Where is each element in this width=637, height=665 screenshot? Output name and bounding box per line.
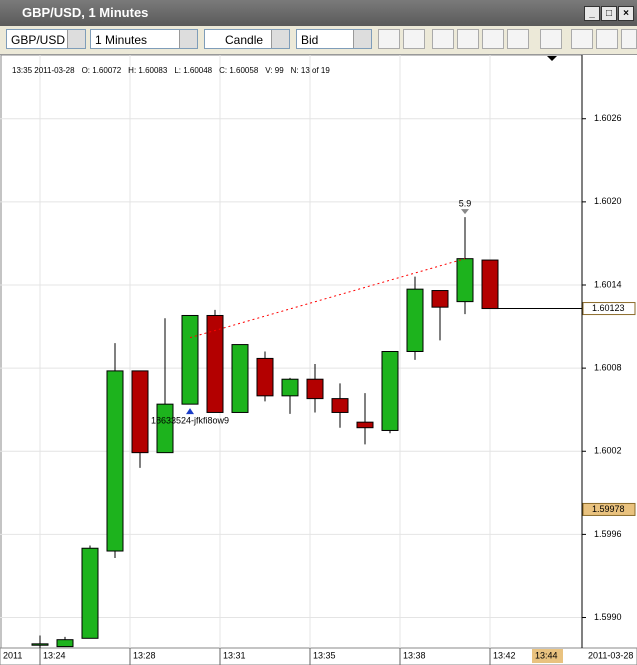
candle-body — [181, 314, 199, 405]
y-tick-label: 1.6002 — [594, 446, 622, 456]
tool-button[interactable] — [571, 29, 593, 49]
y-tick-label: 1.5990 — [594, 612, 622, 622]
side-select[interactable]: Bid — [296, 29, 372, 49]
price-marker-box — [582, 502, 636, 516]
toolbar: GBP/USD 1 Minutes Candle Bid — [0, 26, 637, 55]
period-select[interactable]: 1 Minutes — [90, 29, 198, 49]
x-tick-label: 13:42 — [493, 650, 516, 660]
info-item: V: 99 — [265, 66, 284, 75]
candle-body — [231, 344, 249, 413]
instrument-select[interactable]: GBP/USD — [6, 29, 86, 49]
tool-button[interactable] — [457, 29, 479, 49]
tool-button[interactable] — [507, 29, 529, 49]
trade-result: 5.9 — [459, 198, 472, 208]
candle-body — [381, 351, 399, 431]
candle-body — [356, 421, 374, 429]
type-select[interactable]: Candle — [204, 29, 290, 49]
candle-body — [431, 290, 449, 308]
tool-button[interactable] — [403, 29, 425, 49]
trade-open-marker — [186, 408, 194, 415]
candle-body — [256, 357, 274, 397]
close[interactable]: × — [618, 6, 634, 21]
candle-body — [456, 258, 474, 303]
maximize[interactable]: □ — [601, 6, 617, 21]
instrument: GBP/USD — [11, 33, 66, 47]
candle-body — [306, 378, 324, 400]
candle-body — [281, 378, 299, 397]
trade-close-marker — [461, 209, 469, 215]
price-marker-label: 1.59978 — [592, 504, 625, 514]
candle-body — [406, 288, 424, 352]
x-tick-label: 13:38 — [403, 650, 426, 660]
chart-type: Candle — [225, 33, 264, 47]
y-tick-label: 1.5996 — [594, 529, 622, 539]
y-tick-label: 1.6026 — [594, 113, 622, 123]
tool-button[interactable] — [621, 29, 637, 49]
tool-button[interactable] — [540, 29, 562, 49]
candle-body — [156, 403, 174, 454]
current-time-label: 13:44 — [535, 650, 558, 660]
side: Bid — [301, 33, 319, 47]
candle-body — [331, 398, 349, 413]
y-tick-label: 1.6014 — [594, 279, 622, 289]
y-tick-label: 1.6020 — [594, 196, 622, 206]
candle-body — [81, 547, 99, 639]
x-tick-label: 13:24 — [43, 650, 66, 660]
title-bar: GBP/USD, 1 Minutes _ □ × — [0, 0, 637, 26]
x-axis-bg — [0, 647, 637, 665]
price-marker-label: 1.60123 — [592, 303, 625, 313]
tool-button[interactable] — [378, 29, 400, 49]
tool-button[interactable] — [482, 29, 504, 49]
info-item: 13:35 2011-03-28 — [12, 66, 75, 75]
candle-body — [481, 259, 499, 310]
info-item: N: 13 of 19 — [290, 66, 330, 75]
y-tick-label: 1.6008 — [594, 363, 622, 373]
date-right: 2011-03-28 — [588, 650, 633, 660]
period: 1 Minutes — [95, 33, 148, 47]
trade-label: 18633524-jfkfi8ow9 — [151, 416, 229, 426]
window-title: GBP/USD, 1 Minutes — [22, 5, 149, 20]
info-item: O: 1.60072 — [81, 66, 122, 75]
candle-body — [106, 370, 124, 552]
candle-body — [131, 370, 149, 454]
info-item: L: 1.60048 — [174, 66, 213, 75]
price-marker-box — [582, 302, 636, 316]
minimize[interactable]: _ — [584, 6, 600, 21]
date-left: 2011 — [3, 650, 22, 660]
info-line: 13:35 2011-03-28 O: 1.60072 H: 1.60083 L: 1… — [12, 66, 330, 75]
current-time-box — [532, 649, 563, 663]
candle-body — [206, 314, 224, 413]
info-item: H: 1.60083 — [128, 66, 168, 75]
x-tick-label: 13:35 — [313, 650, 336, 660]
scroll-marker — [547, 56, 557, 61]
x-tick-label: 13:28 — [133, 650, 156, 660]
x-tick-label: 13:31 — [223, 650, 246, 660]
candle-body — [56, 639, 74, 648]
tool-button[interactable] — [596, 29, 618, 49]
candle-body — [31, 643, 49, 646]
info-item: C: 1.60058 — [219, 66, 259, 75]
tool-button[interactable] — [432, 29, 454, 49]
